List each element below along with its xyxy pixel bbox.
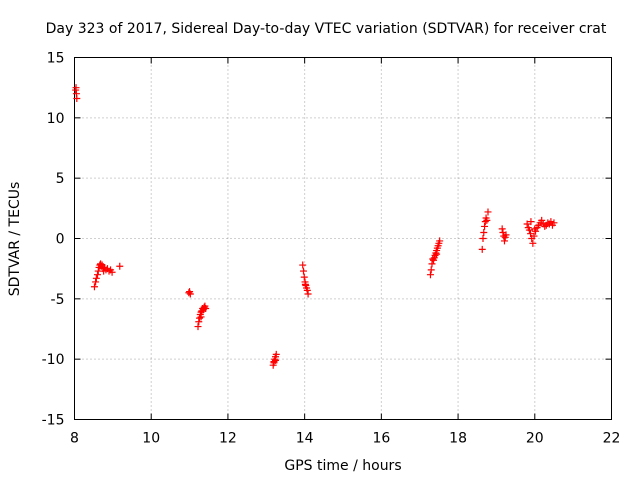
y-tick-label: -5	[51, 292, 65, 308]
data-point	[541, 222, 549, 230]
data-point	[484, 208, 492, 216]
data-points	[72, 84, 558, 369]
data-point	[300, 273, 308, 281]
data-point	[272, 350, 280, 358]
data-point	[271, 356, 279, 364]
x-tick-label: 8	[70, 431, 79, 447]
data-point	[538, 216, 546, 224]
data-point	[90, 283, 98, 291]
data-point	[100, 267, 108, 275]
data-point	[480, 228, 488, 236]
grid	[74, 57, 612, 420]
x-tick-label: 10	[142, 431, 160, 447]
data-point	[426, 271, 434, 279]
data-point	[301, 280, 309, 288]
data-point	[72, 84, 80, 92]
y-tick-label: -10	[42, 352, 65, 368]
data-point	[97, 260, 105, 268]
data-point	[531, 225, 539, 233]
y-tick-label: 0	[56, 232, 65, 248]
x-tick-label: 20	[526, 431, 544, 447]
data-point	[547, 218, 555, 226]
data-point	[523, 220, 531, 228]
x-tick-label: 12	[219, 431, 237, 447]
data-point	[92, 278, 100, 286]
data-point	[502, 231, 510, 239]
data-point	[550, 219, 558, 227]
y-tick-label: -15	[42, 413, 65, 429]
data-point	[73, 95, 81, 103]
data-point	[186, 290, 194, 298]
data-point	[299, 267, 307, 275]
data-point	[94, 271, 102, 279]
data-point	[304, 290, 312, 298]
data-point	[478, 245, 486, 253]
x-tick-label: 14	[296, 431, 314, 447]
data-point	[202, 304, 210, 312]
y-tick-label: 5	[56, 171, 65, 187]
data-point	[427, 266, 435, 274]
data-point	[429, 255, 437, 263]
data-point	[195, 318, 203, 326]
data-point	[481, 218, 489, 226]
data-point	[197, 313, 205, 321]
data-point	[433, 250, 441, 258]
data-point	[527, 218, 535, 226]
data-point	[196, 314, 204, 322]
data-point	[185, 289, 193, 297]
data-point	[544, 219, 552, 227]
data-point	[500, 237, 508, 245]
data-point	[529, 239, 537, 247]
data-point	[303, 286, 311, 294]
data-point	[299, 261, 307, 269]
data-point	[92, 274, 100, 282]
data-point	[483, 216, 491, 224]
x-tick-label: 22	[603, 431, 621, 447]
data-point	[498, 225, 506, 233]
data-point	[116, 262, 124, 270]
x-axis-label: GPS time / hours	[284, 458, 401, 474]
data-point	[436, 237, 444, 245]
data-point	[108, 268, 116, 276]
y-tick-label: 15	[47, 51, 65, 67]
chart-title: Day 323 of 2017, Sidereal Day-to-day VTE…	[46, 21, 607, 37]
x-tick-label: 16	[372, 431, 390, 447]
data-point	[525, 226, 533, 234]
data-point	[200, 303, 208, 311]
x-tick-label: 18	[449, 431, 467, 447]
data-point	[98, 261, 106, 269]
axis-ticks: 8 10 12 14 16 18 20 22 -15 -10 -5 0 5 10 15	[42, 51, 621, 447]
data-point	[479, 235, 487, 242]
data-point	[428, 260, 436, 268]
y-axis-label: SDTVAR / TECUs	[7, 182, 23, 297]
data-point	[194, 323, 202, 331]
data-point	[481, 222, 489, 230]
data-point	[530, 232, 538, 240]
y-tick-label: 10	[47, 111, 65, 127]
